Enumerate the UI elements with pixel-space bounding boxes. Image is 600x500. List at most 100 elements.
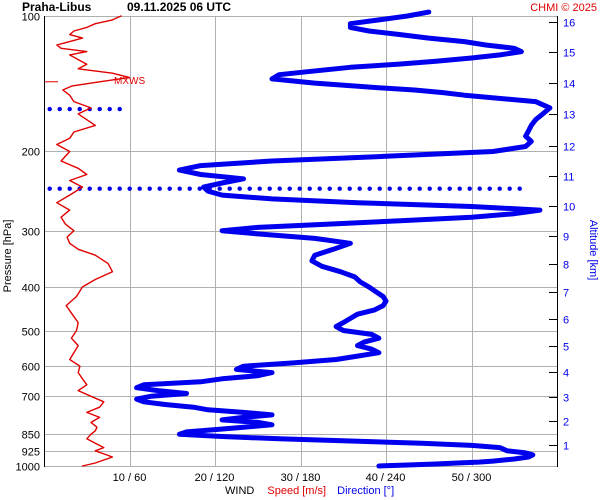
direction-dot bbox=[157, 186, 162, 191]
pressure-tick-label: 400 bbox=[22, 283, 40, 295]
altitude-tick-label: 15 bbox=[563, 48, 575, 60]
direction-dot bbox=[267, 186, 272, 191]
direction-dot bbox=[317, 186, 322, 191]
direction-dot bbox=[497, 186, 502, 191]
pressure-tick-label: 925 bbox=[22, 447, 40, 459]
speed-series-line bbox=[56, 15, 131, 467]
wind-tick-label: 20 / 120 bbox=[195, 472, 235, 484]
wind-tick-label: 40 / 240 bbox=[366, 472, 406, 484]
direction-dot bbox=[107, 106, 112, 112]
altitude-tick-label: 1 bbox=[563, 441, 569, 453]
direction-dot bbox=[147, 186, 152, 191]
direction-dot bbox=[217, 186, 222, 191]
pressure-tick-label: 200 bbox=[22, 147, 40, 159]
direction-dot bbox=[47, 106, 52, 112]
altitude-tick-label: 7 bbox=[563, 288, 569, 300]
wind-tick-label: 10 / 60 bbox=[113, 472, 147, 484]
wind-axis-ticks: 10 / 60 20 / 120 30 / 180 40 / 240 50 / 300 bbox=[113, 472, 492, 484]
altitude-tick-label: 14 bbox=[563, 79, 575, 91]
direction-dot bbox=[257, 186, 262, 191]
direction-dot bbox=[97, 186, 102, 191]
direction-dot bbox=[107, 186, 112, 191]
altitude-axis-label: Altitude [km] bbox=[587, 220, 599, 281]
pressure-tick-label: 1000 bbox=[16, 462, 40, 474]
altitude-tick-label: 4 bbox=[563, 368, 569, 380]
altitude-tick-label: 5 bbox=[563, 342, 569, 354]
pressure-tick-label: 600 bbox=[22, 362, 40, 374]
direction-dot bbox=[487, 186, 492, 191]
altitude-tick-label: 2 bbox=[563, 417, 569, 429]
pressure-tick-label: 100 bbox=[22, 12, 40, 24]
direction-dot bbox=[417, 186, 422, 191]
grid-lines bbox=[44, 16, 557, 467]
altitude-tick-label: 10 bbox=[563, 202, 575, 214]
direction-dot bbox=[517, 186, 522, 191]
direction-dot bbox=[287, 186, 292, 191]
direction-dot bbox=[117, 106, 122, 112]
altitude-tick-label: 12 bbox=[563, 142, 575, 154]
pressure-axis-label: Pressure [hPa] bbox=[2, 220, 14, 293]
direction-dot bbox=[57, 186, 62, 191]
direction-dot bbox=[347, 186, 352, 191]
direction-dot bbox=[397, 186, 402, 191]
direction-dot bbox=[457, 186, 462, 191]
direction-dotted-segment bbox=[47, 106, 122, 112]
direction-dot bbox=[297, 186, 302, 191]
chart-title: Praha-Libus bbox=[22, 0, 92, 14]
altitude-tick-label: 8 bbox=[563, 260, 569, 272]
direction-dot bbox=[507, 186, 512, 191]
chart-datetime: 09.11.2025 06 UTC bbox=[127, 0, 231, 14]
direction-dot bbox=[427, 186, 432, 191]
direction-dot bbox=[137, 186, 142, 191]
direction-dot bbox=[67, 106, 72, 112]
direction-dot bbox=[87, 186, 92, 191]
direction-dot bbox=[357, 186, 362, 191]
direction-dot bbox=[477, 186, 482, 191]
altitude-tick-label: 16 bbox=[563, 18, 575, 30]
direction-dot bbox=[67, 186, 72, 191]
mxws-annotation: MXWS bbox=[114, 76, 145, 87]
wind-axis-title: WIND Speed [m/s] Direction [°] bbox=[225, 485, 394, 497]
direction-dot bbox=[377, 186, 382, 191]
direction-dot bbox=[387, 186, 392, 191]
altitude-tick-label: 3 bbox=[563, 393, 569, 405]
direction-dot bbox=[57, 106, 62, 112]
direction-dot bbox=[307, 186, 312, 191]
direction-label: Direction [°] bbox=[337, 485, 394, 497]
altitude-tick-label: 9 bbox=[563, 232, 569, 244]
pressure-axis-ticks: 100 200 300 400 500 600 700 850 925 1000 bbox=[16, 12, 40, 474]
direction-dot bbox=[467, 186, 472, 191]
direction-dot bbox=[167, 186, 172, 191]
direction-dot bbox=[447, 186, 452, 191]
series-layer bbox=[44, 9, 553, 469]
direction-dot bbox=[127, 186, 132, 191]
wind-label: WIND bbox=[225, 485, 254, 497]
wind-tick-label: 30 / 180 bbox=[281, 472, 321, 484]
altitude-tick-label: 11 bbox=[563, 172, 574, 184]
direction-dot bbox=[177, 186, 182, 191]
direction-series-line bbox=[134, 9, 553, 469]
direction-dot bbox=[97, 106, 102, 112]
pressure-tick-label: 850 bbox=[22, 430, 40, 442]
direction-dot bbox=[437, 186, 442, 191]
wind-tick-label: 50 / 300 bbox=[452, 472, 492, 484]
direction-dot bbox=[277, 186, 282, 191]
pressure-tick-label: 700 bbox=[22, 392, 40, 404]
altitude-tick-label: 6 bbox=[563, 315, 569, 327]
pressure-tick-label: 500 bbox=[22, 327, 40, 339]
direction-dot bbox=[227, 186, 232, 191]
direction-dot bbox=[247, 186, 252, 191]
direction-dot bbox=[407, 186, 412, 191]
pressure-tick-label: 300 bbox=[22, 227, 40, 239]
altitude-tick-label: 13 bbox=[563, 110, 575, 122]
direction-dot bbox=[337, 186, 342, 191]
direction-dot bbox=[47, 186, 52, 191]
chart-credit: CHMI © 2025 bbox=[530, 2, 597, 14]
direction-dot bbox=[367, 186, 372, 191]
direction-dot bbox=[327, 186, 332, 191]
speed-label: Speed [m/s] bbox=[267, 485, 326, 497]
direction-dot bbox=[187, 186, 192, 191]
direction-dot bbox=[77, 106, 82, 112]
